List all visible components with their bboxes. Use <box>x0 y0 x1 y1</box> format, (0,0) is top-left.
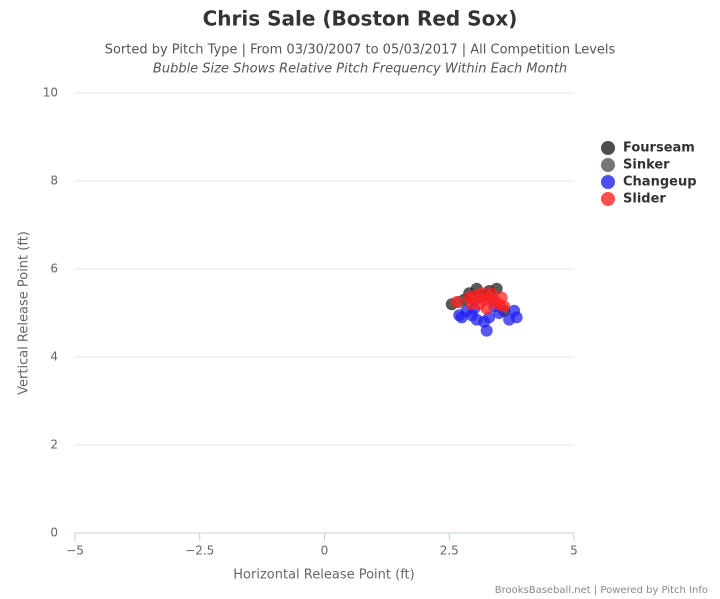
y-tick-label: 4 <box>50 350 58 364</box>
data-point <box>480 324 493 337</box>
data-point <box>450 296 463 308</box>
legend-marker <box>601 158 615 172</box>
y-tick-label: 8 <box>50 174 58 188</box>
legend-marker <box>601 192 615 206</box>
x-tick-label: 5 <box>570 544 578 558</box>
x-tick-label: 2.5 <box>440 544 459 558</box>
y-tick-label: 2 <box>50 438 58 452</box>
legend-label: Slider <box>623 192 666 207</box>
y-tick-label: 10 <box>43 86 58 100</box>
data-point <box>480 302 493 315</box>
x-axis-title: Horizontal Release Point (ft) <box>233 568 414 583</box>
legend-label: Sinker <box>623 158 670 173</box>
data-point <box>508 304 521 317</box>
x-tick-label: 0 <box>321 544 329 558</box>
y-tick-label: 0 <box>50 526 58 540</box>
legend-marker <box>601 141 615 155</box>
data-point <box>498 300 511 313</box>
data-point <box>475 287 488 300</box>
data-point <box>465 298 478 311</box>
y-axis-title: Vertical Release Point (ft) <box>17 231 32 395</box>
legend-marker <box>601 175 615 189</box>
legend-label: Changeup <box>623 175 697 190</box>
credit: BrooksBaseball.net | Powered by Pitch In… <box>495 585 708 596</box>
legend-label: Fourseam <box>623 141 695 156</box>
chart-subtitle: Sorted by Pitch Type | From 03/30/2007 t… <box>105 43 616 58</box>
chart-title: Chris Sale (Boston Red Sox) <box>203 7 518 31</box>
data-point <box>485 287 498 300</box>
y-tick-label: 6 <box>50 262 58 276</box>
x-tick-label: −2.5 <box>185 544 214 558</box>
chart-note: Bubble Size Shows Relative Pitch Frequen… <box>153 62 567 77</box>
x-tick-label: −5 <box>66 544 84 558</box>
